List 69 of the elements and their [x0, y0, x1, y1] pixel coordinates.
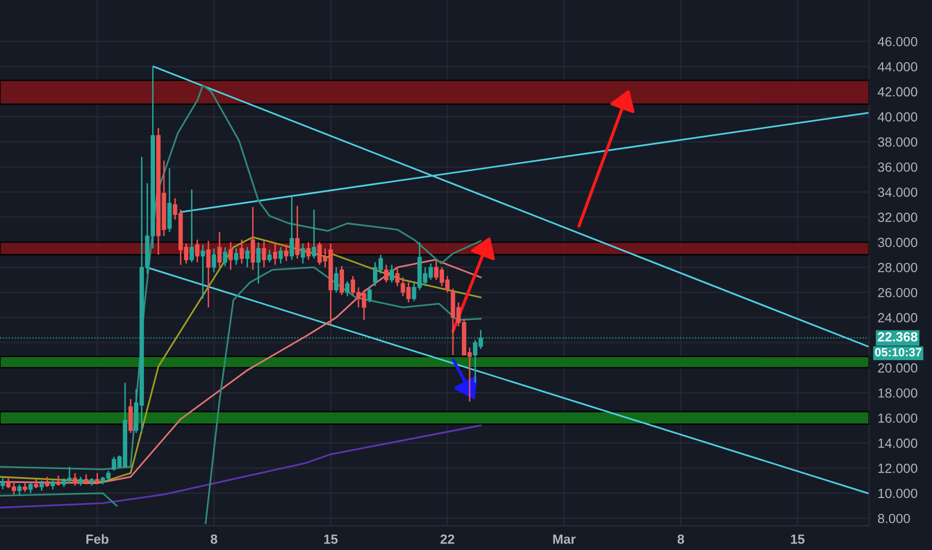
candlestick: [22, 481, 28, 493]
candlestick: [84, 474, 88, 486]
candlestick: [195, 238, 200, 263]
y-tick-label: 42.000: [878, 87, 918, 97]
ref-line-label: 22.368: [878, 332, 918, 342]
y-tick-label: 10.000: [878, 488, 918, 498]
candlestick: [306, 242, 311, 260]
candlestick: [272, 242, 278, 266]
candlestick: [395, 266, 400, 287]
y-tick-label: 36.000: [878, 162, 918, 172]
candlestick: [250, 206, 256, 270]
y-tick-label: 44.000: [878, 62, 918, 72]
y-tick-label: 8.000: [878, 514, 910, 524]
candlestick: [384, 264, 388, 284]
candlestick: [95, 472, 100, 484]
candlestick: [228, 242, 233, 270]
candlestick: [217, 231, 222, 268]
y-tick-label: 30.000: [878, 238, 918, 248]
candlestick: [300, 242, 306, 264]
candlestick: [128, 398, 133, 434]
y-tick-label: 40.000: [878, 112, 918, 122]
y-tick-label: 46.000: [878, 36, 918, 46]
candlestick: [45, 476, 50, 488]
x-tick-label: Mar: [553, 534, 576, 544]
candlestick: [56, 474, 61, 486]
y-tick-label: 32.000: [878, 212, 918, 222]
candlestick: [190, 188, 194, 263]
candlestick: [234, 248, 238, 266]
candlestick: [40, 480, 44, 492]
y-tick-label: 24.000: [878, 313, 918, 322]
x-tick-label: Feb: [86, 534, 108, 544]
y-tick-label: 38.000: [878, 137, 918, 147]
candlestick: [28, 482, 33, 494]
candlestick: [256, 242, 261, 284]
candlestick: [367, 285, 372, 304]
y-tick-label: 28.000: [878, 262, 918, 272]
candlestick: [262, 240, 266, 268]
y-tick-label: 26.000: [878, 288, 918, 298]
y-tick-label: 12.000: [878, 464, 918, 473]
y-tick-label: 20.000: [878, 363, 918, 373]
candlestick: [222, 246, 228, 267]
candlestick: [334, 266, 338, 294]
x-tick-label: 15: [324, 534, 338, 544]
y-tick-label: 14.000: [878, 438, 918, 448]
candlestick: [206, 240, 211, 308]
candlestick: [390, 264, 394, 284]
candlestick: [284, 244, 288, 262]
candlestick: [245, 246, 250, 268]
candlestick: [240, 238, 244, 264]
candlestick: [0, 477, 5, 490]
candlestick: [267, 249, 272, 263]
x-tick-label: 15: [791, 534, 805, 544]
candlestick: [212, 248, 216, 274]
y-tick-label: 16.000: [878, 413, 918, 423]
candlestick: [72, 472, 78, 486]
candlestick: [312, 208, 316, 260]
candlestick: [278, 246, 283, 264]
x-tick-label: 8: [210, 534, 218, 544]
candlestick: [17, 484, 22, 496]
candlestick: [340, 265, 344, 296]
candlestick: [200, 244, 206, 300]
candlestick: [295, 205, 300, 260]
x-tick-label: 8: [678, 534, 684, 544]
candlestick: [345, 280, 350, 297]
candlestick: [290, 196, 294, 260]
y-tick-label: 34.000: [878, 188, 918, 197]
text: 05:10:37: [875, 348, 922, 356]
x-tick-label: 22: [440, 534, 454, 544]
y-tick-label: 18.000: [878, 388, 918, 398]
